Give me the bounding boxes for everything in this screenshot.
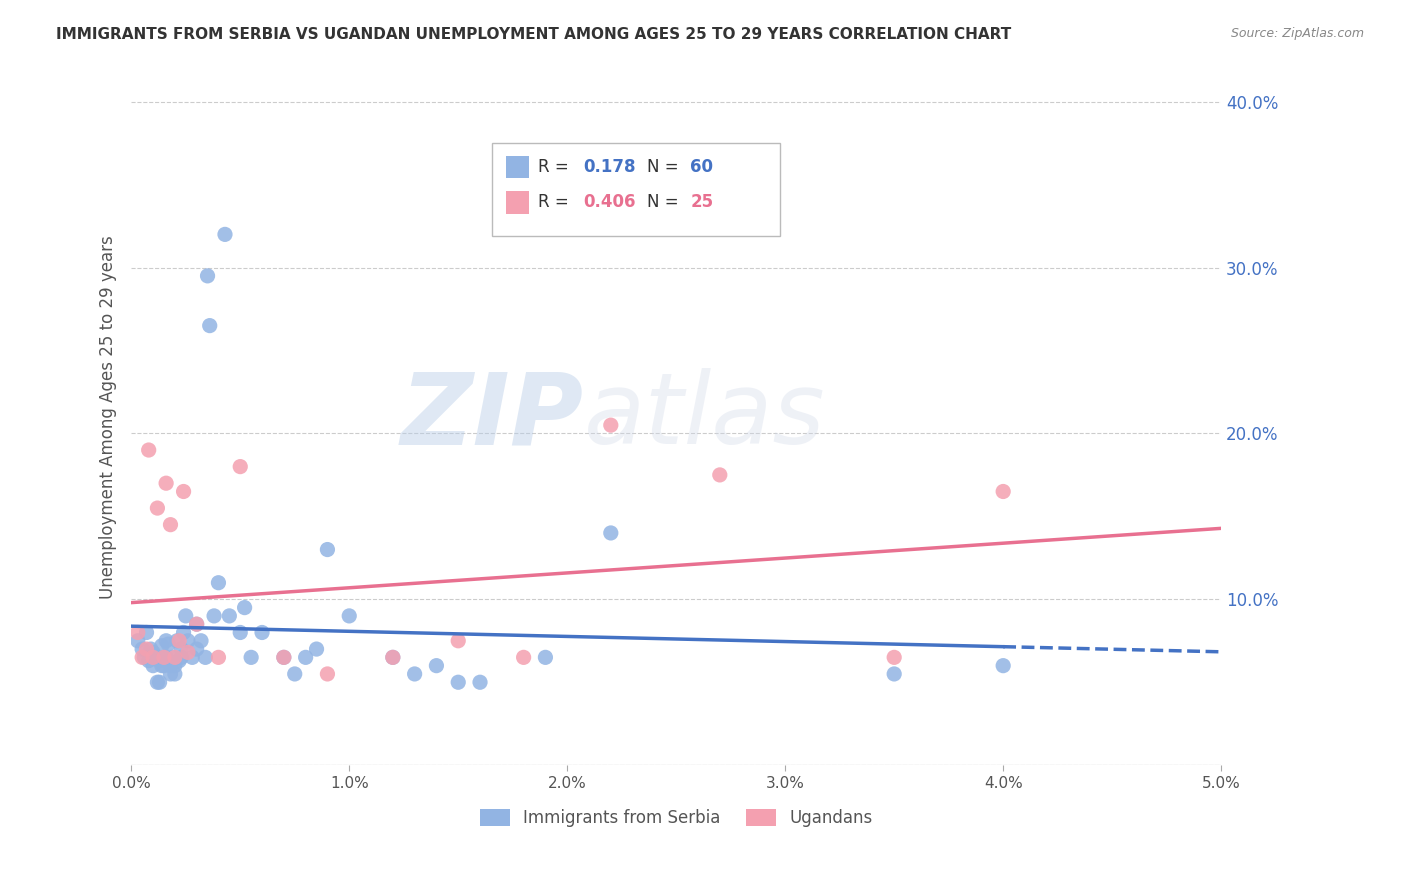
Point <box>139 642 162 657</box>
Point <box>135 642 157 657</box>
Point <box>991 484 1014 499</box>
Point <box>149 675 172 690</box>
Point <box>153 658 176 673</box>
Text: ZIP: ZIP <box>401 368 583 466</box>
Point <box>142 645 165 659</box>
Point <box>305 642 328 657</box>
Point <box>404 667 426 681</box>
Point <box>142 658 165 673</box>
Point <box>425 658 447 673</box>
Point <box>131 650 153 665</box>
Text: N =: N = <box>647 194 683 211</box>
Point <box>138 654 160 668</box>
Point <box>159 517 181 532</box>
Point <box>155 650 177 665</box>
Point <box>316 667 339 681</box>
Point <box>883 667 905 681</box>
Point <box>599 418 621 433</box>
Point <box>157 637 180 651</box>
Point <box>240 650 263 665</box>
Point <box>155 633 177 648</box>
Text: R =: R = <box>538 158 575 176</box>
Point <box>153 650 176 665</box>
Point <box>197 268 219 283</box>
Point <box>233 600 256 615</box>
Point <box>153 650 176 665</box>
Point <box>381 650 404 665</box>
Point <box>163 667 186 681</box>
Point <box>166 633 188 648</box>
Point <box>337 608 360 623</box>
Point <box>214 227 236 242</box>
Point <box>381 650 404 665</box>
Point <box>447 675 470 690</box>
Text: R =: R = <box>538 194 575 211</box>
Legend: Immigrants from Serbia, Ugandans: Immigrants from Serbia, Ugandans <box>474 802 879 833</box>
Point <box>991 658 1014 673</box>
Point <box>186 617 208 632</box>
Point <box>186 617 208 632</box>
Point <box>229 625 252 640</box>
Text: Source: ZipAtlas.com: Source: ZipAtlas.com <box>1230 27 1364 40</box>
Point <box>190 633 212 648</box>
Point <box>142 650 165 665</box>
Point <box>194 650 217 665</box>
Point <box>273 650 295 665</box>
Point <box>207 650 229 665</box>
Text: 0.406: 0.406 <box>583 194 636 211</box>
Point <box>250 625 273 640</box>
Point <box>159 658 181 673</box>
Point <box>294 650 316 665</box>
Point <box>186 642 208 657</box>
Point <box>162 650 184 665</box>
Point <box>170 642 193 657</box>
Point <box>167 654 190 668</box>
Point <box>146 501 169 516</box>
Point <box>174 608 197 623</box>
Point <box>138 443 160 458</box>
Point <box>159 667 181 681</box>
Point <box>229 459 252 474</box>
Text: IMMIGRANTS FROM SERBIA VS UGANDAN UNEMPLOYMENT AMONG AGES 25 TO 29 YEARS CORRELA: IMMIGRANTS FROM SERBIA VS UGANDAN UNEMPL… <box>56 27 1011 42</box>
Point <box>468 675 491 690</box>
Point <box>163 658 186 673</box>
Point <box>202 608 225 623</box>
Point <box>155 476 177 491</box>
Point <box>167 633 190 648</box>
Point <box>534 650 557 665</box>
Text: N =: N = <box>647 158 683 176</box>
Point <box>150 639 173 653</box>
Point <box>198 318 221 333</box>
Point <box>127 625 149 640</box>
Point <box>127 633 149 648</box>
Point <box>447 633 470 648</box>
Point <box>284 667 307 681</box>
Point <box>173 484 195 499</box>
Point <box>709 467 731 482</box>
Point <box>134 650 156 665</box>
Text: 60: 60 <box>690 158 713 176</box>
Y-axis label: Unemployment Among Ages 25 to 29 years: Unemployment Among Ages 25 to 29 years <box>100 235 117 599</box>
Point <box>218 608 240 623</box>
Point <box>131 642 153 657</box>
Point <box>170 650 193 665</box>
Point <box>173 625 195 640</box>
Point <box>207 575 229 590</box>
Point <box>146 675 169 690</box>
Point <box>177 633 200 648</box>
Point <box>181 650 204 665</box>
Point <box>599 525 621 540</box>
Text: 25: 25 <box>690 194 713 211</box>
Point <box>883 650 905 665</box>
Text: 0.178: 0.178 <box>583 158 636 176</box>
Text: atlas: atlas <box>583 368 825 466</box>
Point <box>273 650 295 665</box>
Point <box>135 625 157 640</box>
Point <box>163 650 186 665</box>
Point <box>150 658 173 673</box>
Point <box>316 542 339 557</box>
Point <box>177 645 200 659</box>
Point <box>149 654 172 668</box>
Point <box>512 650 534 665</box>
